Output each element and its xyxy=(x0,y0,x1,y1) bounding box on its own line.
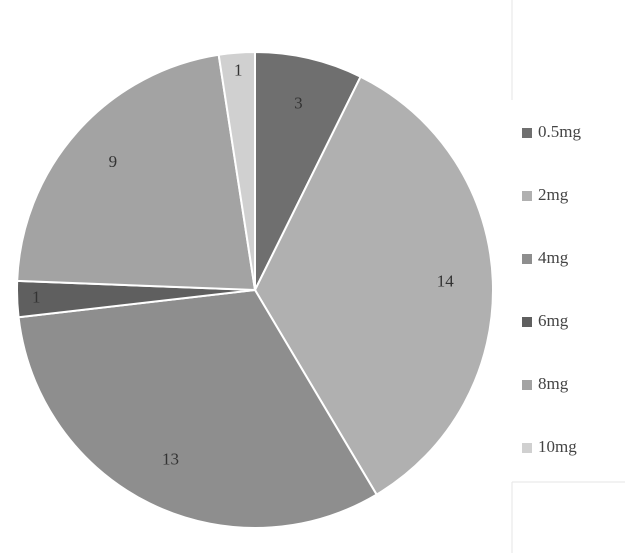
legend-label-10mg: 10mg xyxy=(538,437,577,456)
data-labels: 3 14 13 1 9 1 xyxy=(32,61,454,469)
data-label-4mg: 13 xyxy=(162,450,179,469)
legend-label-0-5mg: 0.5mg xyxy=(538,122,581,141)
data-label-10mg: 1 xyxy=(234,61,243,80)
legend-label-8mg: 8mg xyxy=(538,374,569,393)
legend-swatch-0-5mg xyxy=(522,128,532,138)
legend: 0.5mg 2mg 4mg 6mg 8mg 10mg xyxy=(522,122,581,456)
legend-swatch-4mg xyxy=(522,254,532,264)
data-label-0-5mg: 3 xyxy=(294,94,303,113)
legend-swatch-2mg xyxy=(522,191,532,201)
data-label-2mg: 14 xyxy=(437,272,455,291)
legend-swatch-6mg xyxy=(522,317,532,327)
pie-slice-4mg xyxy=(17,288,378,529)
data-label-8mg: 9 xyxy=(109,152,118,171)
legend-label-2mg: 2mg xyxy=(538,185,569,204)
legend-label-6mg: 6mg xyxy=(538,311,569,330)
legend-swatch-8mg xyxy=(522,380,532,390)
legend-label-4mg: 4mg xyxy=(538,248,569,267)
pie-slice-0-5mg xyxy=(254,50,362,291)
pie-slice-2mg xyxy=(253,75,494,496)
legend-swatch-10mg xyxy=(522,443,532,453)
pie-slice-10mg xyxy=(217,50,256,291)
pie-slice-8mg xyxy=(16,53,257,292)
pie-slices xyxy=(16,50,494,529)
data-label-6mg: 1 xyxy=(32,287,41,306)
